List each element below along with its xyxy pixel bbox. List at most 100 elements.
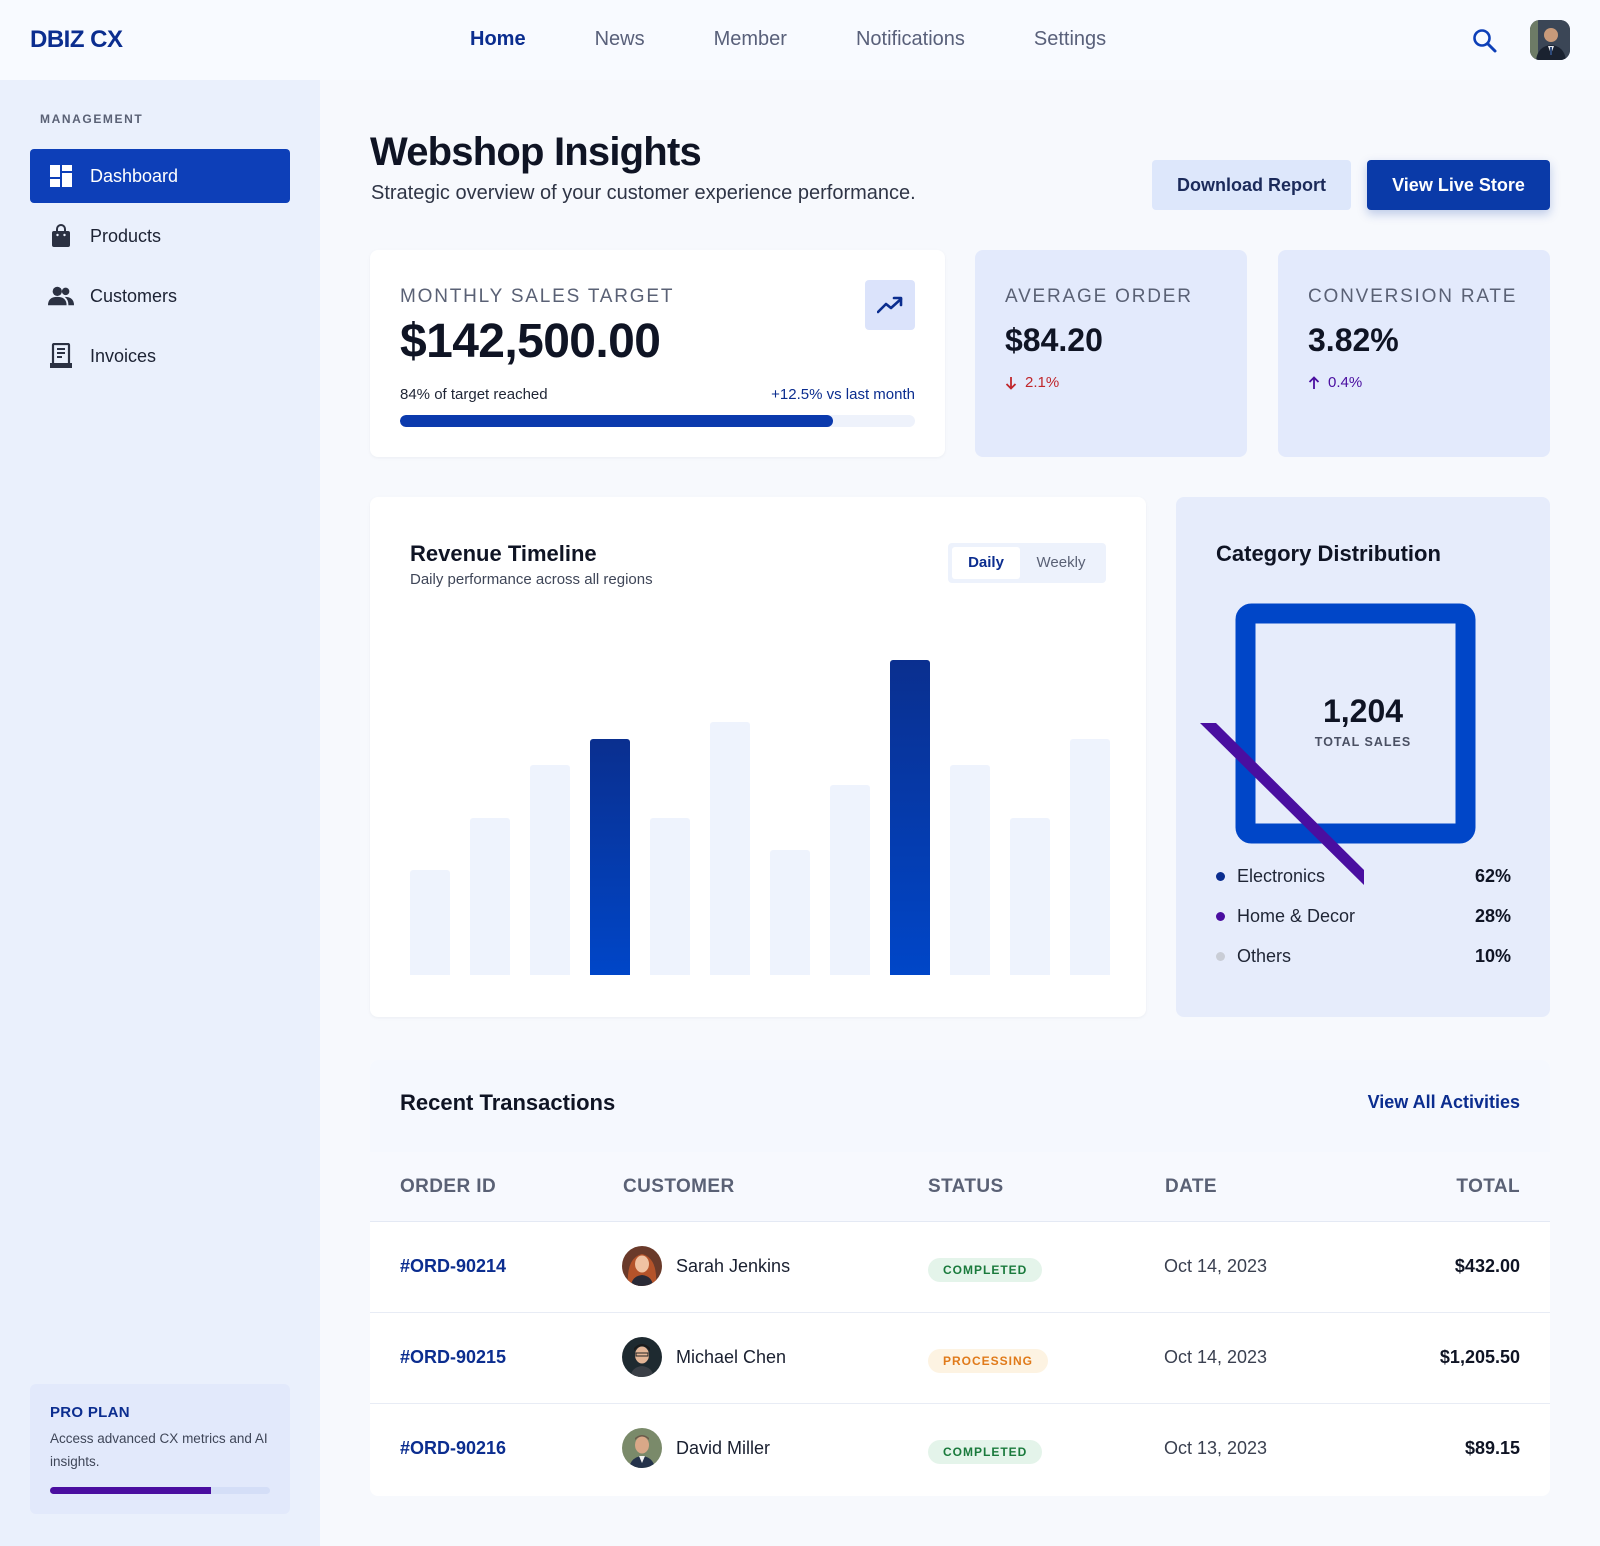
legend-item: Home & Decor 28% bbox=[1216, 904, 1511, 928]
sidebar: MANAGEMENT Dashboard Products Customers … bbox=[0, 80, 320, 1546]
column-header-date[interactable]: DATE bbox=[1165, 1176, 1217, 1197]
customer-avatar bbox=[622, 1246, 662, 1286]
customer-name: Michael Chen bbox=[676, 1346, 787, 1367]
order-id-link[interactable]: #ORD-90214 bbox=[400, 1256, 507, 1276]
revenue-bar[interactable] bbox=[710, 722, 750, 975]
revenue-bar[interactable] bbox=[1010, 818, 1050, 975]
order-id-link[interactable]: #ORD-90216 bbox=[400, 1438, 507, 1458]
conversion-rate-card: CONVERSION RATE 3.82% 0.4% bbox=[1278, 250, 1550, 457]
period-toggle: Daily Weekly bbox=[948, 543, 1106, 583]
brand-logo[interactable]: DBIZ CX bbox=[30, 26, 123, 53]
trending-up-icon[interactable] bbox=[865, 280, 915, 330]
revenue-bar[interactable] bbox=[530, 765, 570, 975]
sidebar-item-products[interactable]: Products bbox=[30, 209, 290, 263]
customer-avatar bbox=[622, 1428, 662, 1468]
customer-cell: David Miller bbox=[622, 1428, 770, 1468]
conversion-rate-delta-value: 0.4% bbox=[1328, 374, 1363, 391]
category-distribution-card: 1,204 TOTAL SALES Category Distribution … bbox=[1176, 497, 1550, 1017]
order-total: $432.00 bbox=[1454, 1256, 1520, 1276]
sidebar-item-label: Customers bbox=[90, 285, 178, 306]
transactions-header: Recent Transactions View All Activities bbox=[370, 1060, 1550, 1152]
legend-value: 62% bbox=[1474, 865, 1511, 886]
category-chart-segment bbox=[1200, 723, 1364, 885]
revenue-bar[interactable] bbox=[890, 660, 930, 975]
conversion-rate-label: CONVERSION RATE bbox=[1308, 286, 1518, 307]
column-header-customer[interactable]: CUSTOMER bbox=[623, 1176, 735, 1197]
conversion-rate-delta: 0.4% bbox=[1308, 374, 1362, 391]
legend-label: Others bbox=[1237, 945, 1292, 966]
legend-label: Home & Decor bbox=[1237, 905, 1356, 926]
revenue-bar-chart bbox=[410, 647, 1110, 975]
table-row[interactable]: #ORD-90216 David Miller COMPLETED Oct 13… bbox=[370, 1404, 1550, 1495]
sidebar-item-dashboard[interactable]: Dashboard bbox=[30, 149, 290, 203]
pro-plan-text: Access advanced CX metrics and AI insigh… bbox=[50, 1431, 268, 1469]
average-order-value: $84.20 bbox=[1005, 322, 1103, 358]
order-date: Oct 13, 2023 bbox=[1164, 1438, 1268, 1458]
page-title: Webshop Insights bbox=[370, 130, 702, 174]
category-total-label: TOTAL SALES bbox=[1314, 735, 1412, 749]
user-avatar[interactable] bbox=[1530, 20, 1570, 60]
search-icon[interactable] bbox=[1470, 26, 1500, 56]
revenue-bar[interactable] bbox=[650, 818, 690, 975]
status-badge: COMPLETED bbox=[928, 1440, 1043, 1464]
category-chart bbox=[1200, 603, 1476, 885]
revenue-bar[interactable] bbox=[830, 785, 870, 975]
shopping-bag-icon bbox=[48, 223, 74, 249]
sales-compare-text: +12.5% vs last month bbox=[771, 386, 915, 403]
page-subtitle: Strategic overview of your customer expe… bbox=[371, 182, 916, 204]
customer-cell: Michael Chen bbox=[622, 1337, 786, 1377]
order-total: $89.15 bbox=[1464, 1438, 1520, 1458]
table-row[interactable]: #ORD-90215 Michael Chen PROCESSING Oct 1… bbox=[370, 1313, 1550, 1404]
average-order-label: AVERAGE ORDER bbox=[1005, 286, 1193, 307]
sidebar-section-title: MANAGEMENT bbox=[40, 112, 144, 126]
revenue-bar[interactable] bbox=[410, 870, 450, 975]
order-total: $1,205.50 bbox=[1439, 1347, 1520, 1367]
nav-home[interactable]: Home bbox=[470, 28, 526, 50]
order-id-link[interactable]: #ORD-90215 bbox=[400, 1347, 507, 1367]
view-live-store-button[interactable]: View Live Store bbox=[1367, 160, 1550, 210]
nav-member[interactable]: Member bbox=[713, 28, 787, 50]
legend-item: Others 10% bbox=[1216, 944, 1511, 968]
sidebar-item-invoices[interactable]: Invoices bbox=[30, 329, 290, 383]
toggle-daily[interactable]: Daily bbox=[952, 547, 1020, 579]
sales-progress-bar bbox=[400, 415, 915, 427]
legend-label: Electronics bbox=[1237, 865, 1326, 886]
sidebar-item-customers[interactable]: Customers bbox=[30, 269, 290, 323]
transactions-title: Recent Transactions bbox=[400, 1090, 616, 1115]
column-header-total[interactable]: TOTAL bbox=[1456, 1176, 1520, 1197]
average-order-delta: 2.1% bbox=[1005, 374, 1059, 391]
column-header-order-id[interactable]: ORDER ID bbox=[400, 1176, 497, 1197]
view-all-activities-link[interactable]: View All Activities bbox=[1367, 1092, 1520, 1112]
pro-plan-progress bbox=[50, 1487, 270, 1494]
legend-value: 10% bbox=[1474, 945, 1511, 966]
table-row[interactable]: #ORD-90214 Sarah Jenkins COMPLETED Oct 1… bbox=[370, 1222, 1550, 1313]
nav-settings[interactable]: Settings bbox=[1033, 28, 1107, 50]
toggle-weekly[interactable]: Weekly bbox=[1036, 554, 1086, 571]
download-report-button[interactable]: Download Report bbox=[1152, 160, 1351, 210]
status-badge: COMPLETED bbox=[928, 1258, 1043, 1282]
revenue-bar[interactable] bbox=[770, 850, 810, 975]
customer-avatar bbox=[622, 1337, 662, 1377]
table-header: ORDER ID CUSTOMER STATUS DATE TOTAL bbox=[370, 1152, 1550, 1222]
column-header-status[interactable]: STATUS bbox=[928, 1176, 1004, 1197]
category-chart-title: Category Distribution bbox=[1216, 541, 1441, 566]
sidebar-item-label: Invoices bbox=[90, 345, 157, 366]
sales-target-value: $142,500.00 bbox=[400, 315, 661, 368]
revenue-bar[interactable] bbox=[1070, 739, 1110, 975]
revenue-bar[interactable] bbox=[470, 818, 510, 975]
pro-plan-card[interactable]: PRO PLAN Access advanced CX metrics and … bbox=[30, 1384, 290, 1514]
legend-dot bbox=[1216, 911, 1225, 921]
revenue-bar[interactable] bbox=[590, 739, 630, 975]
nav-news[interactable]: News bbox=[594, 28, 645, 50]
users-icon bbox=[48, 283, 74, 309]
recent-transactions-card: Recent Transactions View All Activities … bbox=[370, 1060, 1550, 1496]
nav-notifications[interactable]: Notifications bbox=[855, 28, 965, 50]
order-date: Oct 14, 2023 bbox=[1164, 1347, 1268, 1367]
sidebar-item-label: Dashboard bbox=[90, 165, 179, 186]
revenue-timeline-card: Revenue Timeline Daily performance acros… bbox=[370, 497, 1146, 1017]
pro-plan-progress-fill bbox=[50, 1487, 211, 1494]
revenue-bar[interactable] bbox=[950, 765, 990, 975]
sales-target-label: MONTHLY SALES TARGET bbox=[400, 286, 675, 307]
main-nav: Home News Member Notifications Settings bbox=[470, 28, 1175, 51]
dashboard-icon bbox=[48, 163, 74, 189]
